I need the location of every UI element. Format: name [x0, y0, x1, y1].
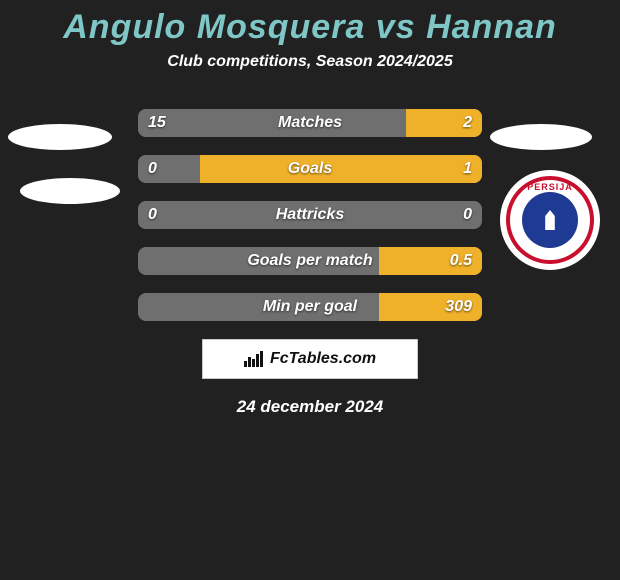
date-text: 24 december 2024	[0, 397, 620, 417]
stat-label: Goals per match	[138, 247, 482, 275]
bar-chart-icon	[244, 351, 264, 367]
stat-row: 309Min per goal	[138, 293, 482, 321]
stat-label: Matches	[138, 109, 482, 137]
page-title: Angulo Mosquera vs Hannan	[0, 0, 620, 47]
team-badge: PERSIJA	[500, 170, 600, 270]
brand-text: FcTables.com	[270, 350, 376, 368]
stat-label: Goals	[138, 155, 482, 183]
decor-ellipse	[490, 124, 592, 150]
badge-top-text: PERSIJA	[527, 182, 573, 192]
decor-ellipse	[8, 124, 112, 150]
stat-label: Min per goal	[138, 293, 482, 321]
stat-row: 00Hattricks	[138, 201, 482, 229]
stat-label: Hattricks	[138, 201, 482, 229]
subtitle: Club competitions, Season 2024/2025	[0, 53, 620, 71]
decor-ellipse	[20, 178, 120, 204]
brand-box[interactable]: FcTables.com	[202, 339, 418, 379]
badge-inner	[522, 192, 578, 248]
stat-row: 01Goals	[138, 155, 482, 183]
stat-row: 0.5Goals per match	[138, 247, 482, 275]
monument-icon	[542, 210, 558, 230]
stat-row: 152Matches	[138, 109, 482, 137]
